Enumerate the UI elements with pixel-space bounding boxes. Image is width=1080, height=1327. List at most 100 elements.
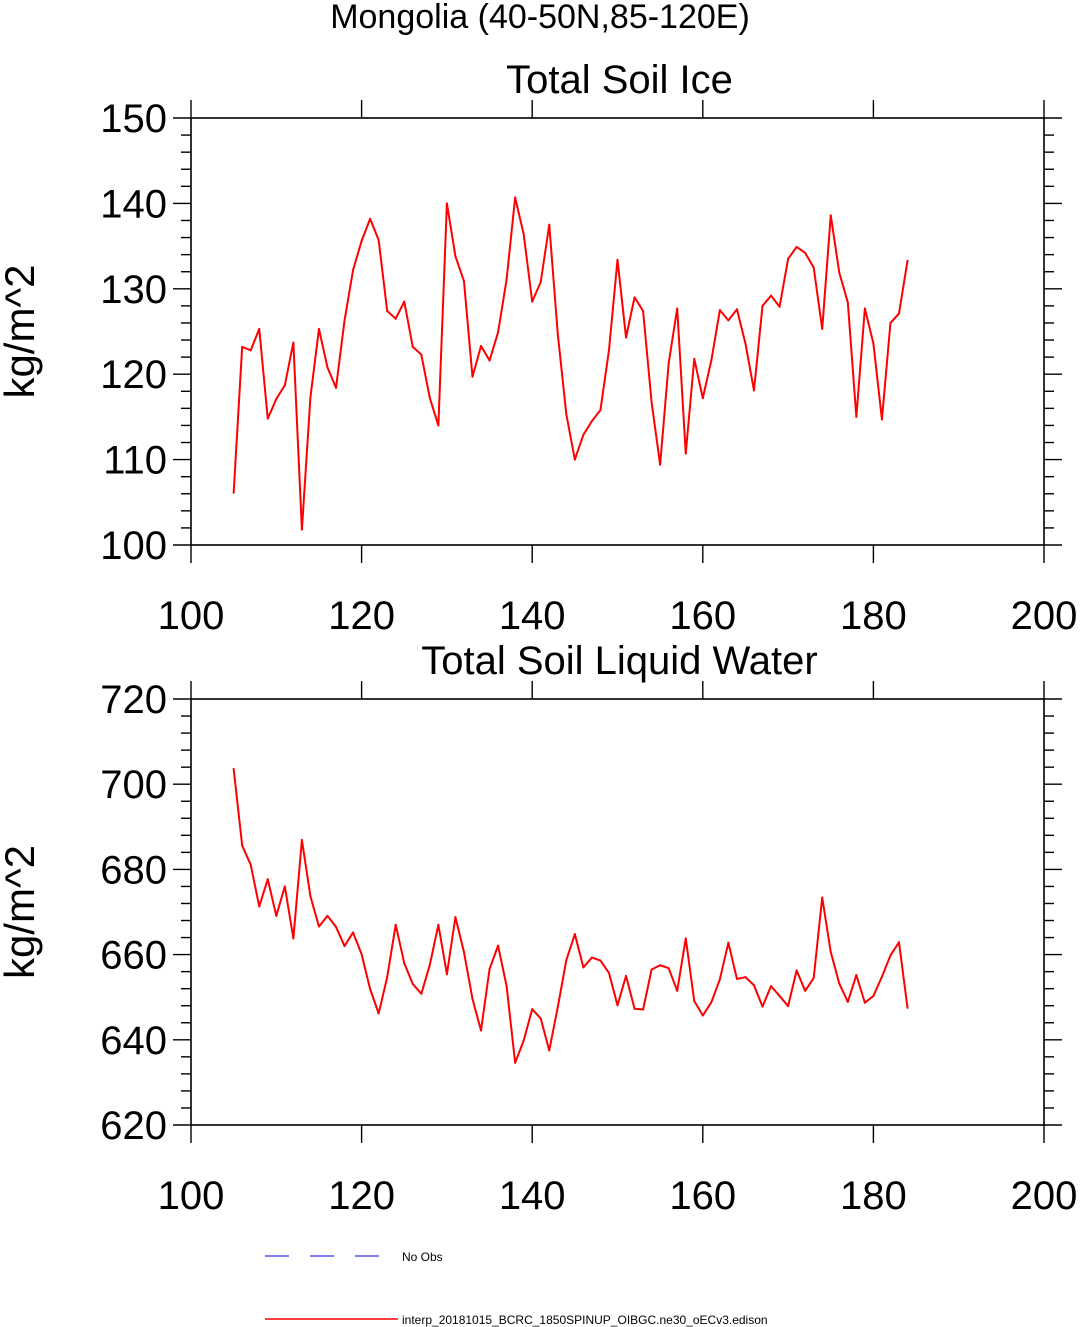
data-point <box>394 923 397 926</box>
data-point <box>718 309 721 312</box>
y-tick-label: 150 <box>100 97 167 141</box>
y-tick-label: 120 <box>100 353 167 397</box>
data-point <box>744 976 747 979</box>
data-point <box>488 968 491 971</box>
legend-label-2: interp_20181015_BCRC_1850SPINUP_OIBGC.ne… <box>402 1313 768 1327</box>
data-point <box>300 528 303 531</box>
data-point <box>855 415 858 418</box>
legend: No Obs interp_20181015_BCRC_1850SPINUP_OI… <box>265 1250 768 1327</box>
data-point <box>650 401 653 404</box>
data-point <box>633 1007 636 1010</box>
data-point <box>565 959 568 962</box>
data-point <box>846 1000 849 1003</box>
data-point <box>642 1008 645 1011</box>
data-point <box>497 331 500 334</box>
data-point <box>548 1049 551 1052</box>
data-point <box>420 992 423 995</box>
data-point <box>335 386 338 389</box>
data-point <box>531 1008 534 1011</box>
data-point <box>360 239 363 242</box>
data-point <box>326 366 329 369</box>
chart-title: Total Soil Liquid Water <box>421 639 817 683</box>
data-point <box>292 341 295 344</box>
data-point <box>693 357 696 360</box>
series-points <box>232 196 909 531</box>
data-point <box>770 294 773 297</box>
data-point <box>625 336 628 339</box>
data-point <box>497 944 500 947</box>
data-point <box>701 397 704 400</box>
data-point <box>770 985 773 988</box>
data-point <box>539 1017 542 1020</box>
data-point <box>309 895 312 898</box>
data-point <box>283 885 286 888</box>
x-tick-label: 100 <box>158 1174 225 1218</box>
data-point <box>249 863 252 866</box>
x-tick-label: 180 <box>840 594 907 638</box>
data-point <box>897 941 900 944</box>
data-point <box>317 925 320 928</box>
data-point <box>607 971 610 974</box>
page-title: Mongolia (40-50N,85-120E) <box>330 0 750 36</box>
data-point <box>812 266 815 269</box>
data-point <box>804 251 807 254</box>
data-point <box>377 1012 380 1015</box>
y-tick-label: 700 <box>100 763 167 807</box>
data-point <box>377 239 380 242</box>
data-point <box>795 969 798 972</box>
data-point <box>343 945 346 948</box>
data-point <box>650 968 653 971</box>
data-point <box>522 233 525 236</box>
data-point <box>590 956 593 959</box>
data-point <box>787 257 790 260</box>
data-point <box>880 418 883 421</box>
data-point <box>241 844 244 847</box>
chart-title: Total Soil Ice <box>506 58 733 102</box>
data-point <box>778 994 781 997</box>
data-point <box>667 362 670 365</box>
data-point <box>309 396 312 399</box>
data-point <box>599 959 602 962</box>
data-point <box>855 974 858 977</box>
x-tick-label: 100 <box>158 594 225 638</box>
data-point <box>821 896 824 899</box>
series-line <box>232 196 909 531</box>
data-point <box>863 307 866 310</box>
data-point <box>471 997 474 1000</box>
x-tick-label: 120 <box>328 1174 395 1218</box>
data-point <box>411 345 414 348</box>
data-point <box>360 953 363 956</box>
data-point <box>275 914 278 917</box>
data-point <box>437 424 440 427</box>
data-point <box>386 976 389 979</box>
data-point <box>505 278 508 281</box>
data-point <box>480 345 483 348</box>
data-point <box>727 941 730 944</box>
data-point <box>505 985 508 988</box>
data-point <box>787 1005 790 1008</box>
y-tick-label: 640 <box>100 1019 167 1063</box>
data-point <box>829 214 832 217</box>
data-point <box>232 491 235 494</box>
data-point <box>795 245 798 248</box>
data-point <box>428 397 431 400</box>
data-point <box>889 321 892 324</box>
data-point <box>676 989 679 992</box>
data-point <box>684 452 687 455</box>
data-point <box>659 463 662 466</box>
data-point <box>897 312 900 315</box>
data-point <box>420 353 423 356</box>
data-point <box>352 931 355 934</box>
data-point <box>556 1005 559 1008</box>
y-axis-label: kg/m^2 <box>0 845 43 979</box>
data-point <box>317 327 320 330</box>
data-point <box>275 397 278 400</box>
data-point <box>693 1000 696 1003</box>
data-point <box>394 317 397 320</box>
data-point <box>735 977 738 980</box>
x-tick-label: 140 <box>499 1174 566 1218</box>
data-point <box>906 1006 909 1009</box>
data-point <box>590 420 593 423</box>
plot-frame <box>190 698 1045 1126</box>
